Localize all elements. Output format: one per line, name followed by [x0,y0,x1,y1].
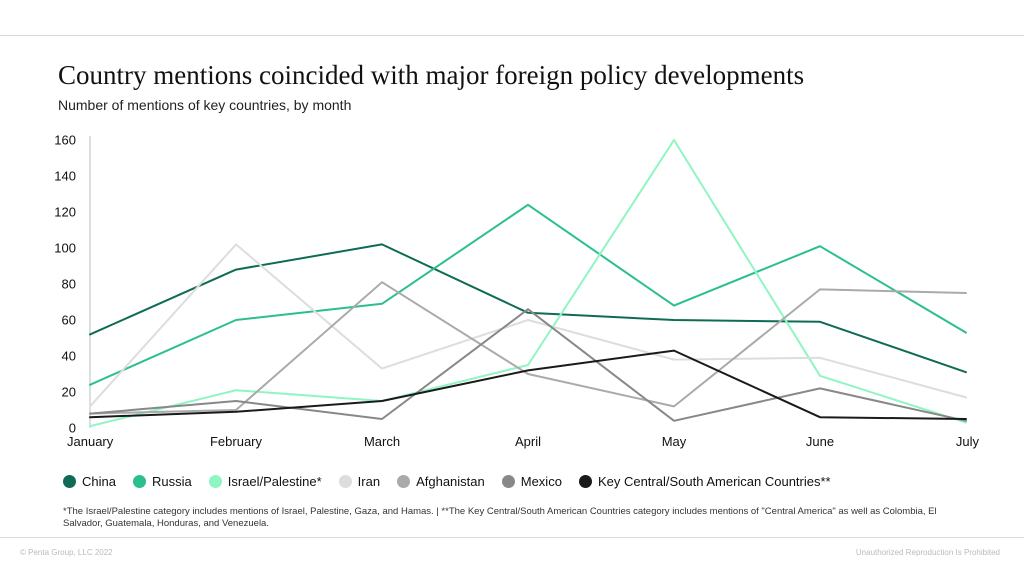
y-tick-label: 40 [62,349,76,364]
legend-item: Key Central/South American Countries** [578,474,831,489]
chart-title: Country mentions coincided with major fo… [58,60,805,90]
series-lines [89,139,967,428]
legend-item: Russia [132,474,192,489]
legend-label: Mexico [520,474,562,489]
x-tick-label: April [515,434,541,449]
legend-swatch [501,475,515,488]
copyright-text: © Penta Group, LLC 2022 [20,548,113,557]
y-tick-label: 20 [62,385,76,400]
series-line-china [89,243,967,374]
chart-subtitle: Number of mentions of key countries, by … [58,97,352,113]
x-tick-label: February [210,434,263,449]
top-divider [0,35,1024,36]
legend-label: China [82,474,116,489]
y-tick-label: 120 [54,205,76,220]
legend-label: Russia [151,474,192,489]
legend-item: Afghanistan [397,474,485,489]
legend-item: Iran [338,474,381,489]
disclaimer-text: Unauthorized Reproduction Is Prohibited [855,548,1000,557]
y-tick-label: 100 [54,241,76,256]
legend-label: Key Central/South American Countries** [597,474,831,489]
bottom-divider [0,537,1024,538]
legend-swatch [208,475,222,488]
y-tick-label: 80 [62,277,76,292]
x-tick-label: July [956,434,980,449]
series-line-afghanistan [89,281,967,415]
chart-footnote: *The Israel/Palestine category includes … [63,506,937,529]
legend-item: Israel/Palestine* [208,474,322,489]
x-tick-label: March [364,434,400,449]
series-line-russia [89,203,967,386]
legend-label: Iran [357,474,381,489]
legend-swatch [63,475,76,488]
y-tick-label: 60 [62,313,76,328]
legend-label: Afghanistan [416,474,485,489]
legend-swatch [338,475,352,488]
legend-swatch [397,475,411,488]
y-tick-label: 160 [54,133,76,148]
y-tick-label: 0 [69,421,76,436]
series-line-mexico [89,308,967,422]
series-line-israel-palestine [89,139,967,428]
x-tick-label: January [67,434,114,449]
chart-legend: China Russia Israel/Palestine* Iran Afghanis… [63,474,831,489]
legend-label: Israel/Palestine* [227,474,322,489]
series-line-iran [89,243,967,408]
chart-axes: 0 20 40 60 80 100 120 140 160 January February Marc… [54,133,979,450]
x-tick-label: June [806,434,834,449]
legend-item: Mexico [501,474,562,489]
y-tick-label: 140 [54,169,76,184]
legend-swatch [578,475,592,488]
series-line-key-central-south-american-countries [89,349,967,420]
legend-item: China [63,474,116,489]
legend-swatch [132,475,146,488]
x-tick-label: May [662,434,687,449]
